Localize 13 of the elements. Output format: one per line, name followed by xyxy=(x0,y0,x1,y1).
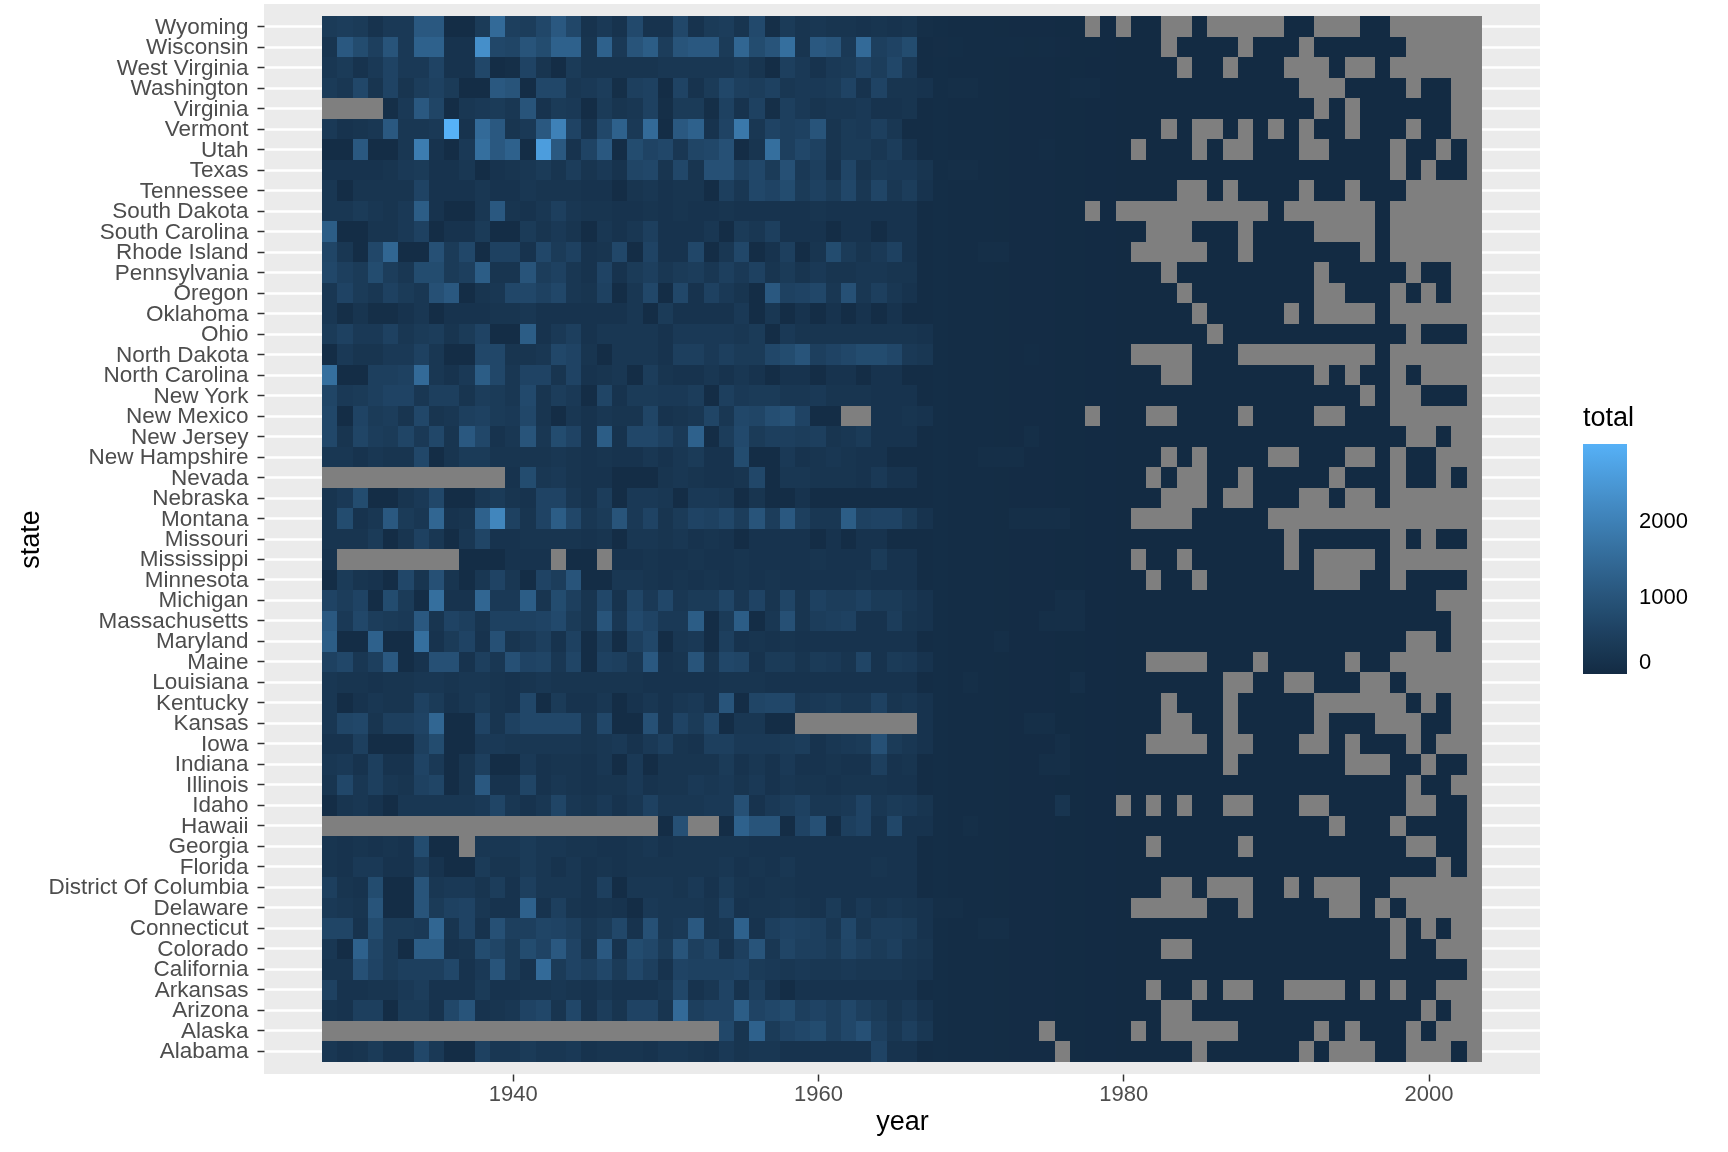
x-tick-label: 1980 xyxy=(1099,1080,1149,1106)
x-axis-title: year xyxy=(876,1105,929,1136)
x-tick-label: 1940 xyxy=(488,1080,538,1106)
y-tick-label: Wyoming xyxy=(154,13,249,39)
color-bar-label: 2000 xyxy=(1639,507,1688,533)
y-tick-label: West Virginia xyxy=(116,54,249,80)
color-bar-label: 0 xyxy=(1639,649,1652,674)
y-axis-title: state xyxy=(14,510,45,569)
color-bar-label: 1000 xyxy=(1639,584,1688,610)
x-tick-label: 1960 xyxy=(794,1080,844,1106)
y-tick-label: Louisiana xyxy=(152,669,249,695)
color-bar-title: total xyxy=(1583,402,1635,432)
x-tick-label: 2000 xyxy=(1404,1080,1454,1106)
